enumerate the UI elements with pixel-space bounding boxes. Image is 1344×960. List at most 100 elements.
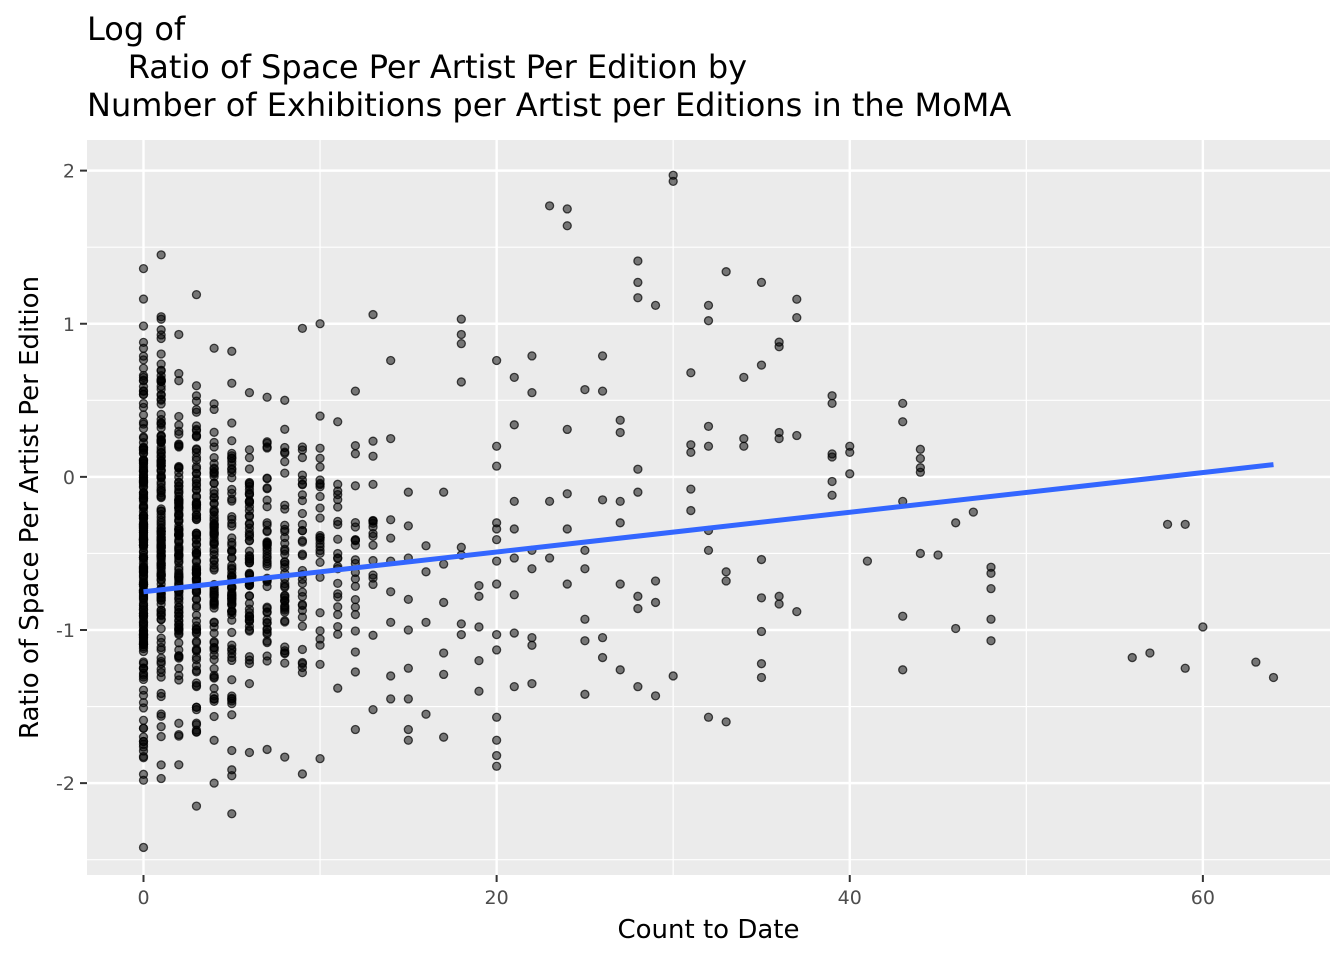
data-point (138, 715, 149, 725)
data-point (439, 732, 449, 742)
data-point (827, 476, 837, 487)
data-point (191, 678, 202, 688)
data-point (686, 368, 696, 378)
data-point (156, 349, 166, 359)
data-point (191, 636, 202, 646)
data-point (138, 579, 149, 589)
data-point (597, 652, 608, 663)
data-point (262, 545, 272, 556)
data-point (403, 594, 413, 605)
data-point (280, 457, 290, 467)
data-point (156, 555, 166, 565)
data-point (227, 564, 237, 575)
data-point (262, 636, 272, 646)
x-tick-label: 40 (838, 887, 862, 909)
data-point (756, 626, 767, 637)
data-point (244, 625, 255, 635)
data-point (174, 477, 184, 487)
data-point (262, 553, 272, 564)
data-point (350, 441, 361, 451)
data-point (156, 760, 166, 770)
data-point (703, 441, 714, 451)
data-point (138, 355, 149, 365)
data-point (156, 542, 166, 553)
data-point (386, 694, 396, 704)
data-point (597, 386, 608, 396)
data-point (156, 312, 166, 322)
data-point (315, 513, 325, 523)
data-point (597, 351, 608, 361)
data-point (368, 436, 378, 446)
data-point (138, 842, 149, 853)
data-point (827, 391, 837, 401)
data-point (297, 480, 308, 490)
data-point (262, 483, 272, 493)
data-point (421, 709, 431, 719)
data-point (191, 530, 202, 540)
x-tick-label: 60 (1191, 887, 1215, 909)
data-point (138, 703, 149, 713)
data-point (227, 675, 237, 685)
data-point (580, 564, 590, 574)
data-point (174, 329, 184, 340)
data-point (156, 623, 166, 634)
data-point (527, 351, 537, 361)
data-point (597, 495, 608, 505)
data-point (368, 479, 378, 490)
data-point (315, 753, 325, 764)
data-point (986, 584, 996, 594)
data-point (156, 691, 166, 702)
data-point (227, 464, 237, 474)
data-point (174, 463, 184, 473)
data-point (350, 626, 361, 636)
data-point (898, 417, 908, 427)
data-point (315, 319, 325, 329)
data-point (227, 640, 237, 650)
data-point (491, 750, 502, 761)
data-point (368, 573, 378, 583)
data-point (244, 388, 255, 398)
data-point (368, 451, 378, 461)
data-point (703, 421, 714, 431)
data-point (156, 532, 166, 543)
data-point (209, 778, 219, 788)
data-point (138, 466, 149, 476)
data-point (138, 456, 149, 467)
data-point (368, 540, 378, 550)
data-point (280, 468, 290, 478)
data-point (174, 663, 184, 673)
data-point (968, 507, 978, 517)
data-point (421, 567, 431, 577)
data-point (138, 563, 149, 573)
data-point (174, 429, 184, 439)
data-point (650, 576, 661, 586)
data-point (544, 201, 555, 211)
data-point (174, 760, 184, 770)
data-point (509, 524, 519, 534)
data-point (421, 617, 431, 627)
data-point (703, 712, 714, 722)
data-point (703, 300, 714, 311)
data-point (174, 675, 184, 685)
data-point (244, 551, 255, 562)
data-point (138, 343, 149, 353)
data-point (262, 392, 272, 402)
data-point (333, 489, 343, 500)
data-point (227, 378, 237, 388)
data-point (191, 455, 202, 465)
data-point (739, 441, 749, 451)
trend-line (143, 462, 1274, 595)
data-point (209, 683, 219, 693)
y-tick-label: -2 (56, 773, 75, 795)
data-point (227, 418, 237, 428)
data-point (756, 277, 767, 288)
data-point (439, 597, 449, 608)
data-point (350, 517, 361, 528)
data-point (280, 520, 290, 530)
data-point (439, 559, 449, 569)
data-point (350, 724, 361, 735)
y-tick-label: 1 (63, 314, 75, 336)
data-point (174, 645, 184, 655)
data-point (527, 388, 537, 398)
data-point (156, 488, 166, 498)
